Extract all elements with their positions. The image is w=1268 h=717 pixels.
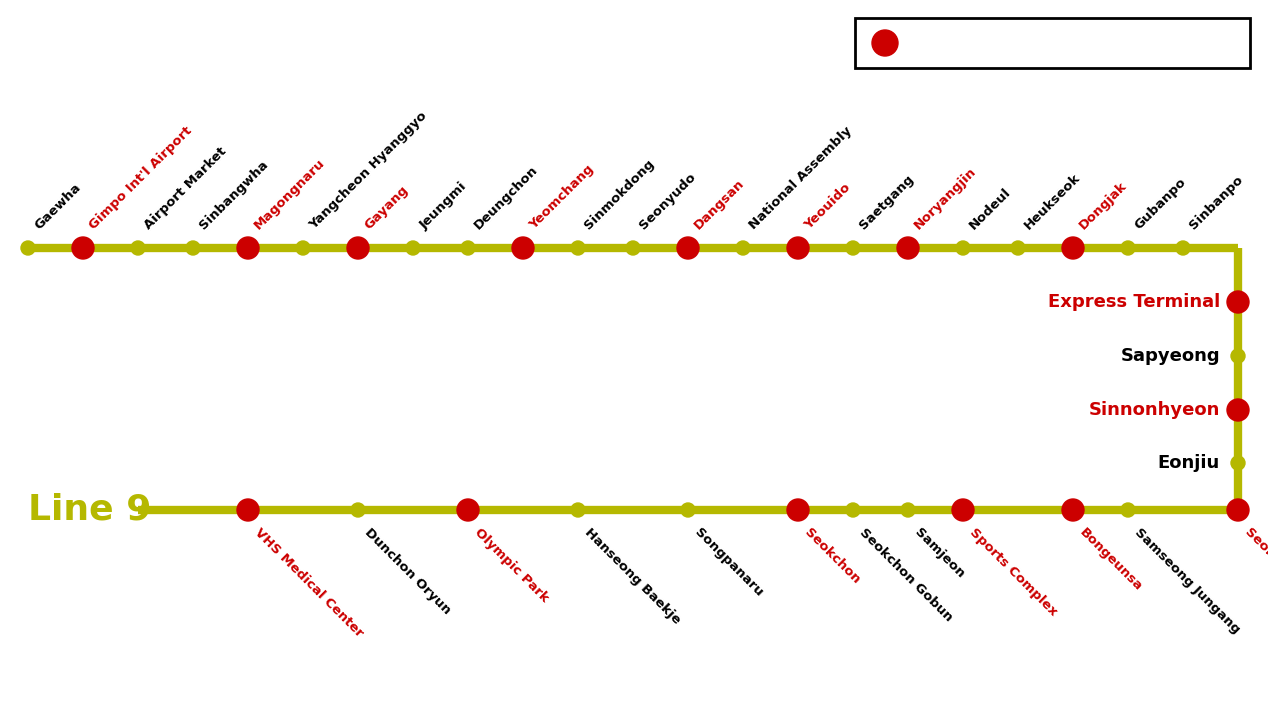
Text: Samjeon: Samjeon [912,526,967,581]
Text: National Assembly: National Assembly [747,124,855,232]
Circle shape [72,237,94,259]
Circle shape [677,237,699,259]
Text: Sapyeong: Sapyeong [1121,347,1220,365]
Text: Samseong Jungang: Samseong Jungang [1132,526,1243,637]
Text: Sinmokdong: Sinmokdong [582,157,657,232]
Circle shape [1063,499,1084,521]
Text: Magongnaru: Magongnaru [252,156,328,232]
Circle shape [456,499,479,521]
Text: Eonjiu: Eonjiu [1158,454,1220,472]
Circle shape [1063,237,1084,259]
Circle shape [735,241,749,255]
Circle shape [1231,456,1245,470]
Text: Seonyudo: Seonyudo [637,171,699,232]
Circle shape [571,503,585,517]
Circle shape [1227,499,1249,521]
Text: Line 9: Line 9 [28,493,151,527]
Text: Bongeunsa: Bongeunsa [1077,526,1145,594]
Circle shape [902,503,915,517]
Circle shape [347,237,369,259]
Circle shape [846,241,860,255]
Circle shape [1227,399,1249,421]
Circle shape [131,241,145,255]
Circle shape [681,503,695,517]
Text: Heukseok: Heukseok [1022,171,1083,232]
Text: Airport Market: Airport Market [142,145,230,232]
Text: Sinnonhyeon: Sinnonhyeon [1089,401,1220,419]
Text: Saetgang: Saetgang [857,172,917,232]
Text: Yeomchang: Yeomchang [527,163,596,232]
Circle shape [1121,503,1135,517]
Text: Sinbangwha: Sinbangwha [197,158,271,232]
Circle shape [571,241,585,255]
Circle shape [626,241,640,255]
Text: Deungchon: Deungchon [472,163,541,232]
Circle shape [406,241,420,255]
Text: Express Terminal: Express Terminal [1047,293,1220,311]
Circle shape [1175,241,1189,255]
Circle shape [186,241,200,255]
Text: Dangsan: Dangsan [692,176,747,232]
Circle shape [896,237,919,259]
Circle shape [295,241,309,255]
Circle shape [872,30,898,56]
Text: Gubanpo: Gubanpo [1132,176,1188,232]
Circle shape [351,503,365,517]
Text: : Express Train Stop: : Express Train Stop [907,34,1115,52]
Circle shape [1121,241,1135,255]
Circle shape [952,499,974,521]
Text: Seonjeongneung: Seonjeongneung [1241,526,1268,624]
Circle shape [787,237,809,259]
Circle shape [956,241,970,255]
Text: Nodeul: Nodeul [967,185,1013,232]
Circle shape [1231,349,1245,363]
Text: Sports Complex: Sports Complex [967,526,1060,619]
Text: Gayang: Gayang [361,184,411,232]
Circle shape [846,503,860,517]
Text: Noryangjin: Noryangjin [912,165,979,232]
Circle shape [237,237,259,259]
Text: Dunchon Oryun: Dunchon Oryun [361,526,453,617]
Text: Yeouido: Yeouido [801,181,853,232]
FancyBboxPatch shape [855,18,1250,68]
Text: Dongjak: Dongjak [1077,179,1130,232]
Text: Gaewha: Gaewha [32,181,84,232]
Circle shape [1227,291,1249,313]
Circle shape [237,499,259,521]
Text: Seokchon Gobun: Seokchon Gobun [857,526,955,624]
Circle shape [512,237,534,259]
Circle shape [1011,241,1025,255]
Text: Yangcheon Hyanggyo: Yangcheon Hyanggyo [307,109,430,232]
Text: Sinbanpo: Sinbanpo [1187,173,1246,232]
Text: Olympic Park: Olympic Park [472,526,552,605]
Text: Seokchon: Seokchon [801,526,862,587]
Text: Hanseong Baekje: Hanseong Baekje [582,526,683,627]
Text: Songpanaru: Songpanaru [692,526,766,599]
Text: VHS Medical Center: VHS Medical Center [252,526,366,640]
Text: Jeungmi: Jeungmi [417,180,469,232]
Circle shape [462,241,476,255]
Circle shape [787,499,809,521]
Circle shape [22,241,36,255]
Text: Gimpo Int'l Airport: Gimpo Int'l Airport [87,124,195,232]
